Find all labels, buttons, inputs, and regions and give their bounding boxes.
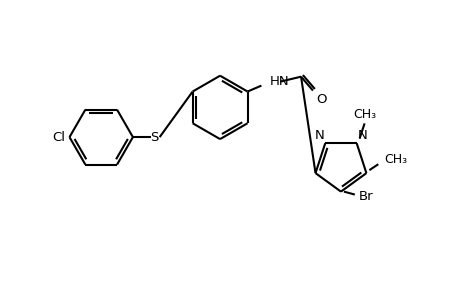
Text: CH₃: CH₃ [383, 153, 407, 166]
Text: Br: Br [358, 190, 373, 203]
Text: O: O [315, 92, 326, 106]
Text: N: N [314, 129, 324, 142]
Text: S: S [150, 130, 158, 144]
Text: Cl: Cl [52, 130, 65, 144]
Text: N: N [357, 129, 367, 142]
Text: CH₃: CH₃ [352, 108, 375, 122]
Text: HN: HN [269, 75, 288, 88]
